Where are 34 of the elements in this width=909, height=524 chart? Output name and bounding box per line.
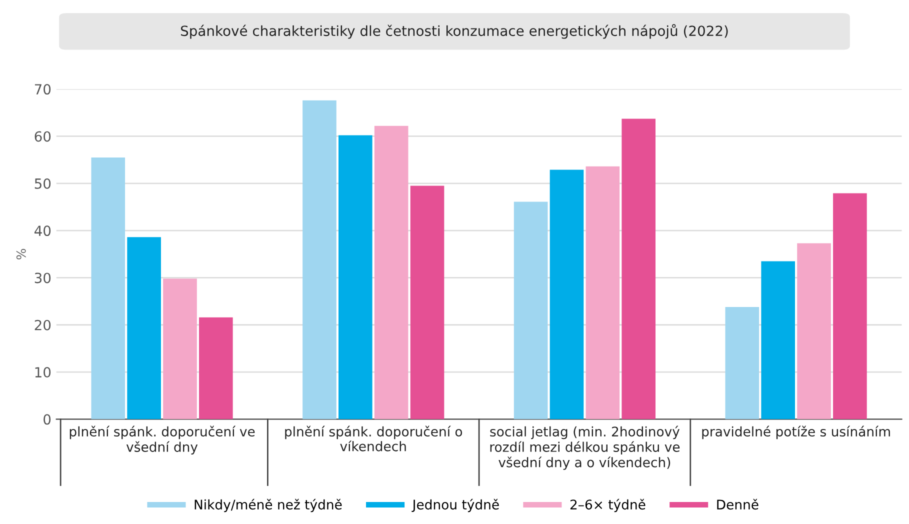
legend-label: 2–6× týdně (570, 498, 646, 512)
bar (199, 317, 233, 420)
x-tick-label: plnění spánk. doporučení ve všední dny (70, 426, 255, 455)
y-tick-label: 20 (34, 320, 51, 330)
bar (761, 261, 795, 420)
bar (163, 278, 197, 420)
bar (622, 118, 656, 420)
y-tick-label: 10 (35, 367, 51, 378)
y-tick-label: 0 (44, 414, 51, 425)
bar (833, 193, 867, 420)
bar (127, 237, 161, 420)
y-axis-title: % (16, 248, 26, 260)
bar (797, 243, 831, 420)
legend-label: Jednou týdně (412, 498, 499, 512)
bar (725, 306, 760, 420)
bar (550, 170, 584, 420)
y-tick-label: 60 (34, 131, 51, 142)
chart-title: Spánkové charakteristiky dle četnosti konzumace energetických nápojů (2022) (180, 24, 728, 39)
bar (338, 135, 372, 420)
bar (91, 157, 126, 420)
legend-label: Nikdy/méně než týdně (194, 498, 342, 512)
legend-label: Denně (717, 498, 758, 510)
y-tick-label: 30 (34, 272, 51, 284)
x-tick-label: social jetlag (min. 2hodinový rozdíl mezi délkou spánku ve všední dny a o víkendech) (490, 426, 680, 470)
y-tick-label: 50 (34, 178, 51, 189)
bar (410, 186, 444, 420)
x-tick-label: plnění spánk. doporučení o víkendech (285, 426, 462, 452)
y-tick-label: 40 (34, 226, 51, 236)
bar (586, 166, 620, 420)
bar (374, 126, 408, 420)
bar (302, 100, 336, 420)
bar (514, 202, 548, 420)
x-tick-label: pravidelné potíže s usínáním (702, 426, 890, 440)
y-tick-label: 70 (34, 84, 51, 95)
